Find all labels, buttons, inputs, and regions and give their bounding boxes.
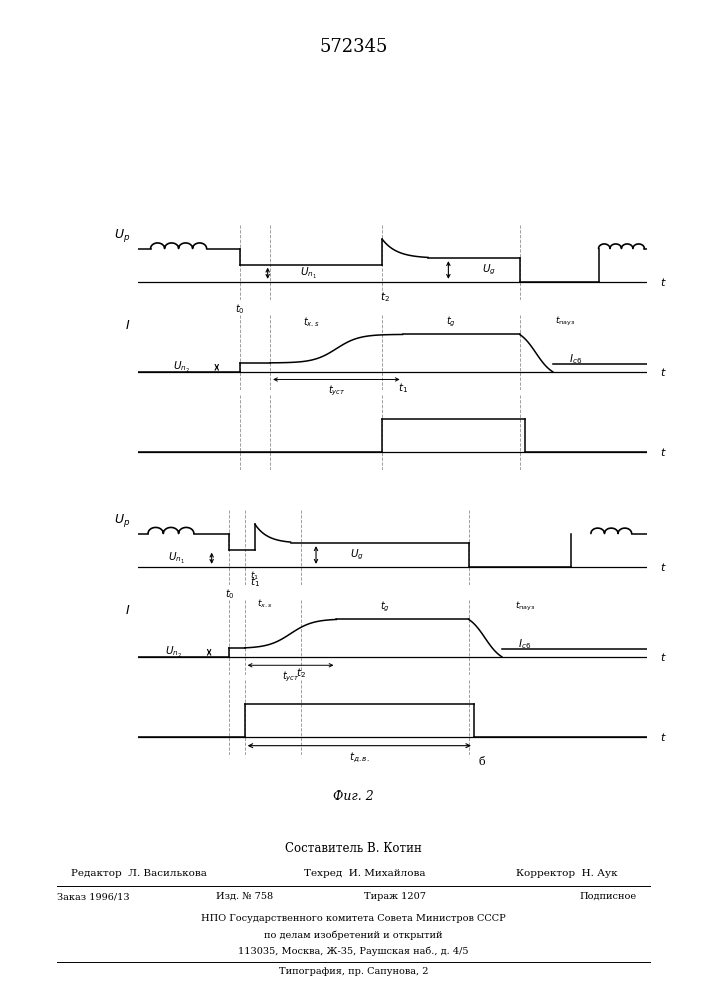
Text: $U_p$: $U_p$ <box>114 227 130 244</box>
Text: $t_{\text{пауз}}$: $t_{\text{пауз}}$ <box>555 315 575 328</box>
Text: $t_{x.s}$: $t_{x.s}$ <box>257 597 273 610</box>
Text: $t_2$: $t_2$ <box>296 666 305 680</box>
Text: Техред  И. Михайлова: Техред И. Михайлова <box>304 869 426 878</box>
Text: Изд. № 758: Изд. № 758 <box>216 892 273 901</box>
Text: $t_g$: $t_g$ <box>446 315 456 329</box>
Text: $U_{n_1}$: $U_{n_1}$ <box>168 551 185 566</box>
Text: $t_{д.в.}$: $t_{д.в.}$ <box>349 751 370 765</box>
Text: $U_{n_2}$: $U_{n_2}$ <box>165 645 182 660</box>
Text: $U_g$: $U_g$ <box>482 263 496 277</box>
Text: $t$: $t$ <box>660 561 666 573</box>
Text: Типография, пр. Сапунова, 2: Типография, пр. Сапунова, 2 <box>279 967 428 976</box>
Text: 572345: 572345 <box>320 38 387 56</box>
Text: Корректор  Н. Аук: Корректор Н. Аук <box>516 869 618 878</box>
Text: $t$: $t$ <box>660 651 666 663</box>
Text: Тираж 1207: Тираж 1207 <box>364 892 426 901</box>
Text: по делам изобретений и открытий: по делам изобретений и открытий <box>264 931 443 940</box>
Text: $t_0$: $t_0$ <box>225 587 234 601</box>
Text: $t_1$: $t_1$ <box>250 576 260 589</box>
Text: $I$: $I$ <box>125 604 130 617</box>
Text: НПО Государственного комитета Совета Министров СССР: НПО Государственного комитета Совета Мин… <box>201 914 506 923</box>
Text: $U_p$: $U_p$ <box>114 512 130 529</box>
Text: $I$: $I$ <box>125 319 130 332</box>
Text: $t_1$: $t_1$ <box>250 570 259 582</box>
Text: $t$: $t$ <box>660 276 666 288</box>
Text: $t_{ycт}$: $t_{ycт}$ <box>281 670 300 684</box>
Text: $t_{ycт}$: $t_{ycт}$ <box>327 384 345 398</box>
Text: Составитель В. Котин: Составитель В. Котин <box>285 842 422 855</box>
Text: $t$: $t$ <box>660 366 666 378</box>
Text: Заказ 1996/13: Заказ 1996/13 <box>57 892 129 901</box>
Text: 113035, Москва, Ж-35, Раушская наб., д. 4/5: 113035, Москва, Ж-35, Раушская наб., д. … <box>238 947 469 956</box>
Text: $t_2$: $t_2$ <box>380 291 390 304</box>
Text: $t_1$: $t_1$ <box>397 381 408 395</box>
Text: Фиг. 2: Фиг. 2 <box>333 790 374 803</box>
Text: Редактор  Л. Василькова: Редактор Л. Василькова <box>71 869 206 878</box>
Text: $t_{\text{пауз}}$: $t_{\text{пауз}}$ <box>515 600 535 613</box>
Text: $t_{x.s}$: $t_{x.s}$ <box>303 315 320 329</box>
Text: $I_{c6}$: $I_{c6}$ <box>569 353 583 366</box>
Text: б: б <box>479 757 486 767</box>
Text: Подписное: Подписное <box>580 892 637 901</box>
Text: $t$: $t$ <box>660 731 666 743</box>
Text: $U_{n_2}$: $U_{n_2}$ <box>173 360 189 375</box>
Text: $U_{n_1}$: $U_{n_1}$ <box>300 266 317 281</box>
Text: $U_g$: $U_g$ <box>350 548 363 562</box>
Text: $I_{c6}$: $I_{c6}$ <box>518 638 532 651</box>
Text: $t$: $t$ <box>660 446 666 458</box>
Text: $t_g$: $t_g$ <box>380 600 390 614</box>
Text: $t_0$: $t_0$ <box>235 302 245 316</box>
